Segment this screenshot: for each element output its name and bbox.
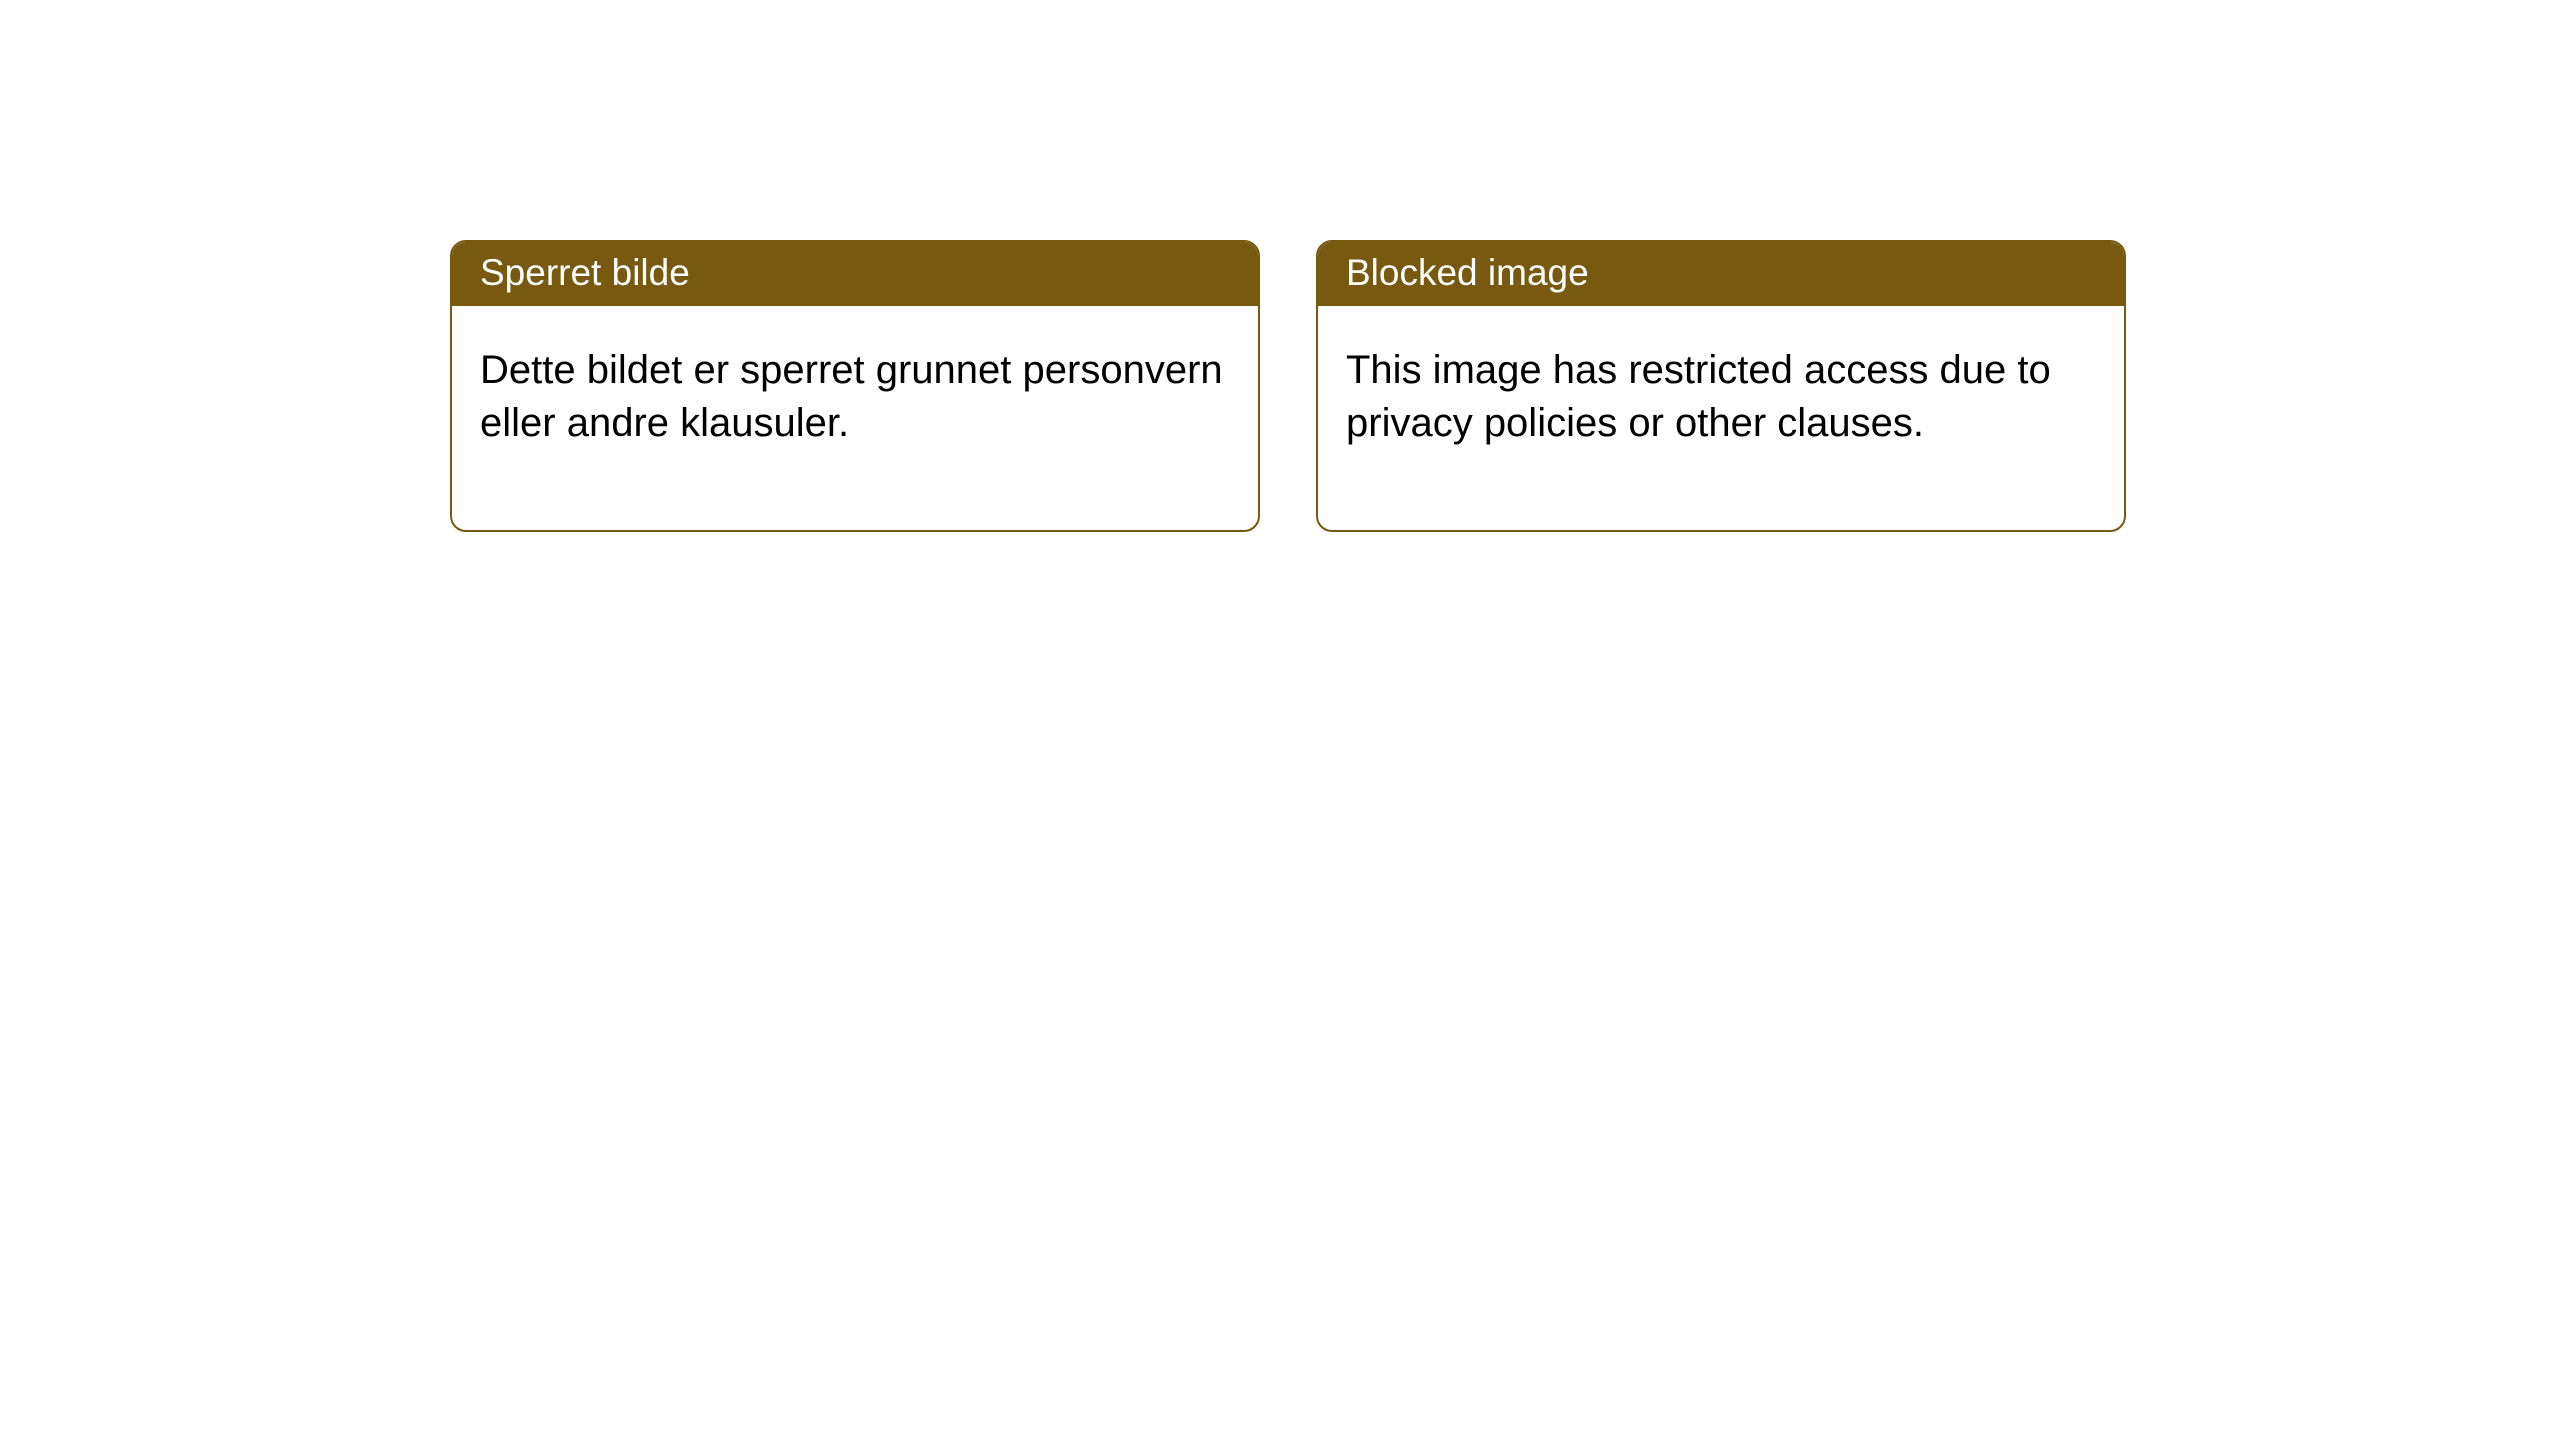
notice-card-english: Blocked image This image has restricted … [1316, 240, 2126, 532]
notice-card-norwegian: Sperret bilde Dette bildet er sperret gr… [450, 240, 1260, 532]
card-body: Dette bildet er sperret grunnet personve… [452, 306, 1258, 530]
card-title: Sperret bilde [452, 242, 1258, 306]
notice-cards-container: Sperret bilde Dette bildet er sperret gr… [0, 0, 2560, 532]
card-title: Blocked image [1318, 242, 2124, 306]
card-body: This image has restricted access due to … [1318, 306, 2124, 530]
